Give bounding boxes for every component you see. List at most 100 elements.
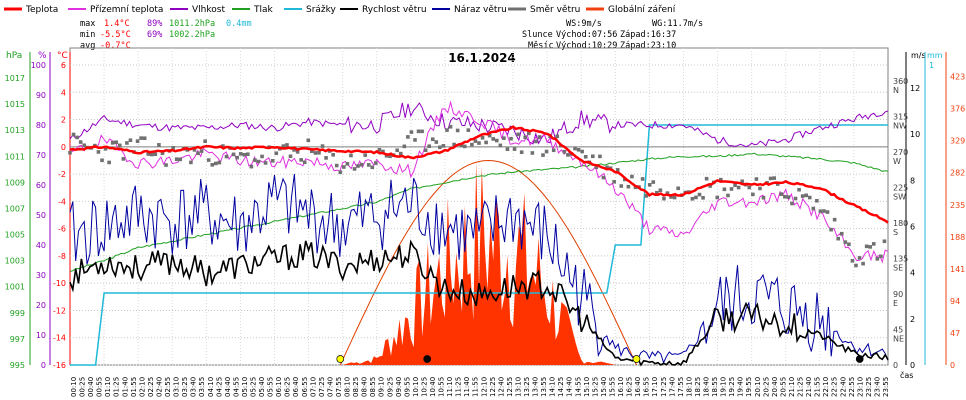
stats-avg-temp: -0.7°C — [100, 41, 131, 51]
axis-tick-hpa-11: 995 — [10, 361, 25, 370]
wind-dir-point — [174, 157, 179, 161]
x-tick-label-85: 21:25 — [797, 377, 805, 397]
info-sun-rise: Východ:07:56 — [556, 30, 617, 40]
x-tick-label-12: 03:10 — [173, 377, 181, 397]
x-tick-label-69: 17:25 — [660, 377, 668, 397]
x-tick-label-91: 22:55 — [848, 377, 856, 397]
axis-tick-degc-1: 4 — [61, 88, 66, 97]
x-tick-label-73: 18:25 — [694, 377, 702, 397]
x-tick-label-27: 06:55 — [301, 377, 309, 397]
x-tick-label-37: 09:25 — [386, 377, 394, 397]
x-tick-label-21: 05:25 — [249, 377, 257, 397]
stats-precip: 0.4mm — [226, 19, 252, 29]
wind-dir-point — [423, 148, 428, 152]
wind-dir-point — [466, 128, 471, 132]
wind-dir-point — [512, 147, 517, 151]
axis-tick-pct-5: 50 — [36, 211, 46, 220]
wind-dir-point — [384, 153, 389, 158]
marker-point-0 — [336, 355, 345, 363]
wind-dir-point — [249, 164, 254, 169]
wind-dir-point — [786, 195, 791, 199]
stats-min-temp: -5.5°C — [100, 30, 131, 40]
wind-dir-point — [736, 185, 741, 190]
series-precipitation — [70, 124, 888, 366]
wind-dir-point — [206, 158, 211, 162]
x-tick-label-35: 08:55 — [369, 377, 377, 397]
x-tick-label-60: 15:10 — [583, 377, 591, 397]
wind-dir-point — [441, 144, 446, 148]
wind-dir-point — [203, 139, 207, 143]
axis-title-ms: m/s — [911, 51, 926, 60]
axis-tick-wm2-9: 0 — [950, 361, 955, 370]
wind-dir-point — [199, 149, 204, 153]
axis-tick-hpa-2: 1013 — [5, 126, 25, 135]
legend-label-temperature: Teplota — [25, 5, 58, 15]
axis-tick-dir-6: 90 — [893, 290, 903, 299]
wind-dir-point — [768, 176, 773, 181]
axis-tick-pct-8: 20 — [36, 301, 46, 310]
x-tick-label-63: 15:55 — [608, 377, 616, 397]
axis-tick-ms-6: 0 — [910, 361, 915, 370]
wind-dir-point — [363, 153, 367, 157]
wind-dir-point — [523, 135, 528, 140]
axis-tick-pct-10: 0 — [41, 361, 46, 370]
stats-min-hum: 69% — [147, 30, 162, 40]
wind-dir-point — [189, 160, 193, 165]
wind-dir-point — [591, 154, 595, 159]
axis-tick-ms-5: 2 — [910, 315, 915, 324]
wind-dir-point — [502, 136, 506, 140]
axis-title-mm: mm — [927, 51, 943, 60]
x-tick-label-17: 04:25 — [215, 377, 223, 397]
axis-tick-hpa-0: 1017 — [5, 74, 25, 83]
wind-dir-point — [676, 186, 680, 191]
wind-dir-point — [345, 162, 350, 166]
legend-label-pressure: Tlak — [253, 5, 274, 15]
wind-dir-point — [75, 135, 79, 140]
series-radiation — [70, 161, 888, 365]
wind-dir-point — [71, 132, 76, 137]
x-tick-label-9: 02:25 — [147, 377, 155, 397]
marker-point-1 — [423, 355, 432, 363]
x-tick-label-82: 20:40 — [771, 377, 779, 397]
axis-tick-pct-9: 10 — [36, 331, 46, 340]
axis-tick-wm2-6: 141 — [950, 265, 965, 274]
wind-dir-point — [708, 184, 712, 188]
wind-dir-point — [388, 154, 392, 159]
wind-dir-point — [526, 131, 531, 136]
axis-tick-wm2-0: 423 — [950, 73, 965, 82]
wind-dir-point — [612, 179, 616, 184]
wind-dir-point — [580, 149, 584, 154]
x-tick-label-14: 03:40 — [190, 377, 198, 397]
wind-dir-point — [263, 161, 268, 165]
wind-dir-point — [103, 146, 108, 151]
wind-dir-point — [854, 263, 858, 268]
axis-title-time: čas — [900, 370, 913, 380]
wind-dir-point — [761, 195, 766, 200]
wind-dir-point — [331, 153, 335, 157]
x-tick-label-49: 12:25 — [489, 377, 497, 397]
axis-tick-wm2-7: 94 — [950, 297, 960, 306]
wind-dir-point — [295, 150, 300, 154]
wind-dir-point — [342, 165, 346, 169]
x-tick-label-71: 17:55 — [677, 377, 685, 397]
x-tick-label-72: 18:10 — [685, 377, 693, 397]
wind-dir-point — [594, 165, 599, 170]
wind-dir-point — [242, 152, 247, 157]
wind-dir-point — [747, 185, 752, 190]
axis-tick-wm2-1: 376 — [950, 105, 965, 114]
wind-dir-point — [356, 164, 360, 168]
wind-dir-point — [790, 201, 794, 206]
axis-tick-degc-4: -2 — [58, 170, 66, 179]
wind-dir-point — [164, 163, 168, 167]
wind-dir-point — [832, 217, 837, 222]
wind-dir-point — [719, 177, 723, 182]
axis-tick-degc-2: 2 — [61, 116, 66, 125]
x-tick-label-90: 22:40 — [839, 377, 847, 397]
wind-dir-point — [879, 254, 883, 259]
wind-dir-point — [100, 158, 104, 163]
wind-dir-point — [406, 135, 410, 139]
wind-dir-point — [377, 147, 382, 152]
wind-dir-point — [253, 158, 257, 162]
wind-dir-point — [146, 152, 151, 156]
x-tick-label-47: 11:55 — [472, 377, 480, 397]
